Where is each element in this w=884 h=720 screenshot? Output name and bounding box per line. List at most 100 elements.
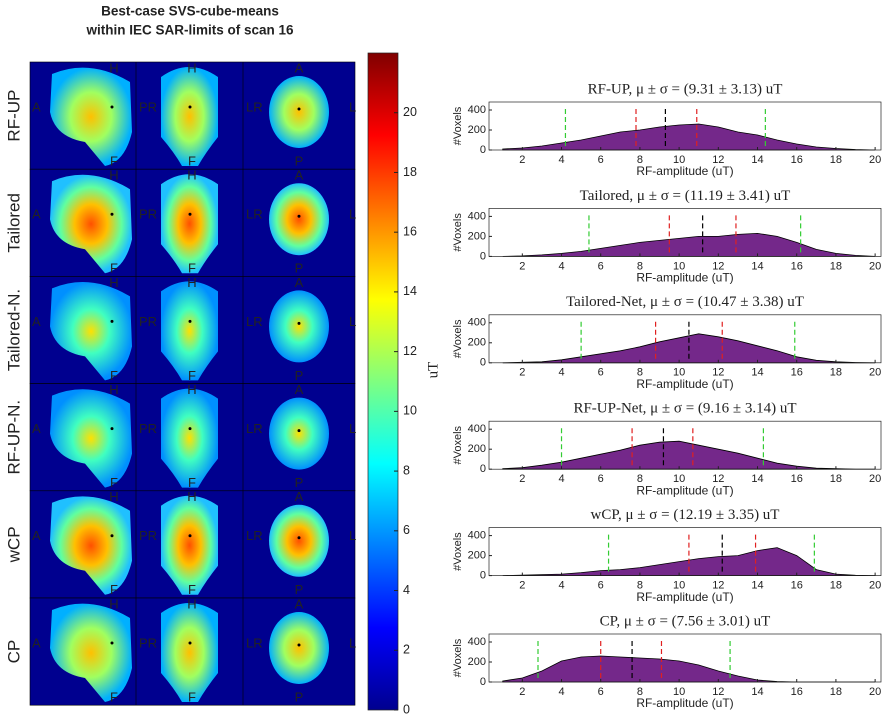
orientation-label: F [188, 153, 196, 168]
x-tick-label: 16 [791, 473, 803, 485]
orientation-label: F [188, 261, 196, 276]
y-tick-label: 0 [480, 250, 486, 262]
voxel-dot [189, 427, 192, 430]
histogram-area [503, 233, 875, 256]
orientation-label: A [295, 60, 304, 75]
y-tick-label: 200 [468, 550, 486, 562]
x-tick-label: 16 [791, 580, 803, 592]
plot-title: Tailored, μ ± σ = (11.19 ± 3.41) uT [580, 188, 791, 204]
x-tick-label: 14 [751, 154, 763, 166]
x-tick-label: 6 [598, 154, 604, 166]
y-axis-label: #Voxels [452, 106, 464, 145]
voxel-dot [189, 106, 192, 109]
x-tick-label: 4 [558, 686, 564, 698]
plot-title: RF-UP-Net, μ ± σ = (9.16 ± 3.14) uT [573, 401, 796, 417]
y-axis-label: #Voxels [452, 213, 464, 252]
orientation-label: F [110, 689, 118, 704]
orientation-label: PR [139, 314, 157, 329]
orientation-label: F [188, 582, 196, 597]
y-tick-label: 400 [468, 636, 486, 648]
orientation-label: L [349, 207, 356, 222]
transversal-slice [269, 505, 329, 577]
y-tick-label: 0 [480, 676, 486, 688]
row-label: RF-UP-N. [4, 400, 23, 475]
voxel-dot [111, 642, 114, 645]
x-tick-label: 4 [558, 367, 564, 379]
transversal-slice [269, 76, 329, 148]
voxel-dot [298, 108, 301, 111]
x-tick-label: 6 [598, 473, 604, 485]
orientation-label: H [109, 60, 118, 75]
y-tick-label: 0 [480, 570, 486, 582]
colorbar-tick-label: 20 [403, 105, 417, 119]
row-label: CP [4, 640, 23, 664]
orientation-label: A [32, 421, 41, 436]
x-tick-label: 2 [519, 473, 525, 485]
orientation-label: P [295, 261, 304, 276]
x-tick-label: 16 [791, 154, 803, 166]
y-axis-label: #Voxels [452, 425, 464, 464]
orientation-label: A [295, 382, 304, 397]
orientation-label: P [295, 475, 304, 490]
orientation-label: P [295, 582, 304, 597]
y-tick-label: 400 [468, 210, 486, 222]
orientation-label: L [349, 99, 356, 114]
y-tick-label: 400 [468, 423, 486, 435]
x-tick-label: 20 [869, 686, 881, 698]
y-tick-label: 0 [480, 357, 486, 369]
x-axis-label: RF-amplitude (uT) [636, 271, 733, 285]
x-tick-label: 2 [519, 154, 525, 166]
orientation-label: A [295, 168, 304, 183]
orientation-label: F [110, 475, 118, 490]
colorbar-tick-label: 12 [403, 344, 417, 358]
histogram-area [503, 124, 875, 150]
y-tick-label: 200 [468, 230, 486, 242]
x-tick-label: 18 [830, 473, 842, 485]
colorbar-tick-label: 4 [403, 583, 410, 597]
y-tick-label: 0 [480, 144, 486, 156]
orientation-label: H [109, 275, 118, 290]
colorbar [368, 53, 398, 710]
plot-title: wCP, μ ± σ = (12.19 ± 3.35) uT [591, 507, 780, 523]
x-tick-label: 18 [830, 580, 842, 592]
colorbar-tick-label: 2 [403, 643, 410, 657]
histogram-area [503, 441, 875, 469]
grid-title: Best-case SVS-cube-means [101, 4, 279, 19]
orientation-label: H [187, 168, 196, 183]
x-tick-label: 4 [558, 580, 564, 592]
voxel-dot [111, 106, 114, 109]
colorbar-label: uT [425, 362, 441, 379]
x-tick-label: 4 [558, 473, 564, 485]
orientation-label: L [349, 528, 356, 543]
row-label: Tailored [4, 193, 23, 253]
x-tick-label: 20 [869, 260, 881, 272]
x-axis-label: RF-amplitude (uT) [636, 164, 733, 178]
x-axis-label: RF-amplitude (uT) [636, 377, 733, 391]
orientation-label: PR [139, 207, 157, 222]
figure: Best-case SVS-cube-means within IEC SAR-… [0, 0, 884, 720]
x-tick-label: 14 [751, 686, 763, 698]
voxel-dot [298, 322, 301, 325]
orientation-label: PR [139, 421, 157, 436]
orientation-label: H [187, 489, 196, 504]
y-axis-label: #Voxels [452, 319, 464, 358]
plot-title: RF-UP, μ ± σ = (9.31 ± 3.13) uT [588, 81, 783, 97]
y-tick-label: 200 [468, 124, 486, 136]
voxel-dot [111, 213, 114, 216]
x-tick-label: 20 [869, 580, 881, 592]
plot-title: CP, μ ± σ = (7.56 ± 3.01) uT [600, 613, 771, 629]
orientation-label: F [110, 261, 118, 276]
orientation-label: LR [246, 99, 263, 114]
x-tick-label: 14 [751, 367, 763, 379]
orientation-label: L [349, 314, 356, 329]
x-tick-label: 2 [519, 367, 525, 379]
voxel-dot [189, 320, 192, 323]
x-tick-label: 18 [830, 154, 842, 166]
transversal-slice [269, 398, 329, 470]
orientation-label: P [295, 153, 304, 168]
colorbar-tick-label: 0 [403, 702, 410, 716]
orientation-label: A [32, 99, 41, 114]
voxel-dot [189, 642, 192, 645]
y-axis-label: #Voxels [452, 532, 464, 571]
x-tick-label: 18 [830, 686, 842, 698]
